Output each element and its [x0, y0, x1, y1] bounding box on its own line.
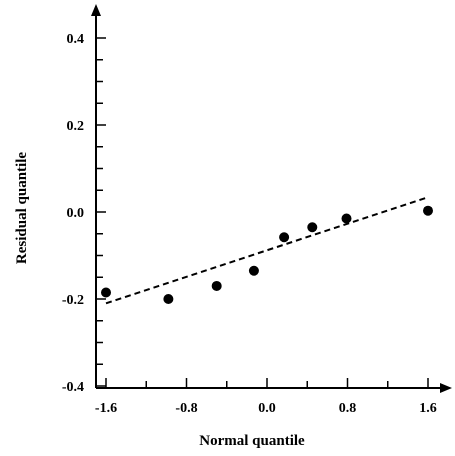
x-tick-label: -1.6 — [95, 401, 117, 416]
x-ticks — [105, 378, 429, 388]
y-tick-label: 0.0 — [67, 206, 85, 221]
y-tick-labels: 0.4 0.2 0.0 -0.2 -0.4 — [62, 32, 84, 395]
data-point — [341, 213, 352, 224]
data-points — [101, 205, 433, 304]
y-ticks — [96, 37, 106, 387]
y-axis-title: Residual quantile — [14, 152, 30, 264]
x-axis-arrow-icon — [440, 383, 452, 393]
data-point — [163, 294, 174, 304]
fit-line — [105, 196, 429, 305]
x-axis — [96, 383, 452, 393]
y-tick-label: -0.2 — [62, 293, 84, 308]
x-tick-label: -0.8 — [175, 401, 197, 416]
x-axis-title: Normal quantile — [199, 433, 305, 449]
x-tick-label: 0.0 — [258, 401, 276, 416]
data-point — [279, 232, 290, 243]
y-axis — [91, 4, 101, 388]
x-tick-label: 0.8 — [339, 401, 357, 416]
data-point — [307, 222, 318, 233]
x-tick-labels: -1.6 -0.8 0.0 0.8 1.6 — [95, 401, 437, 416]
data-point — [248, 265, 259, 276]
data-point — [423, 205, 433, 216]
x-tick-label: 1.6 — [419, 401, 437, 416]
data-point — [101, 287, 111, 298]
data-point — [211, 280, 222, 291]
y-tick-label: 0.4 — [67, 32, 85, 47]
y-tick-label: -0.4 — [62, 380, 84, 395]
y-tick-label: 0.2 — [67, 119, 85, 134]
y-axis-arrow-icon — [91, 4, 101, 16]
